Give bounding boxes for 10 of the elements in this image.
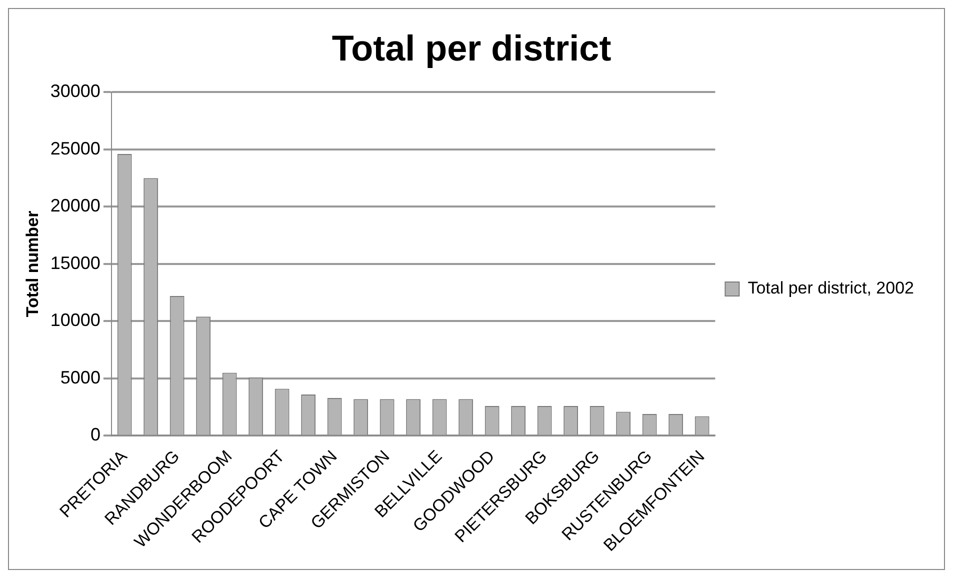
- legend-label: Total per district, 2002: [748, 278, 914, 298]
- y-tick-label: 5000: [60, 367, 100, 388]
- chart-title: Total per district: [332, 28, 612, 69]
- y-axis-title: Total number: [22, 210, 42, 318]
- y-tick-label: 25000: [50, 138, 100, 158]
- y-tick-label: 0: [90, 424, 100, 445]
- y-tick-label: 10000: [50, 310, 100, 330]
- y-tick-label: 20000: [50, 196, 100, 216]
- y-tick-label: 15000: [50, 252, 100, 273]
- y-tick-label: 30000: [50, 81, 100, 102]
